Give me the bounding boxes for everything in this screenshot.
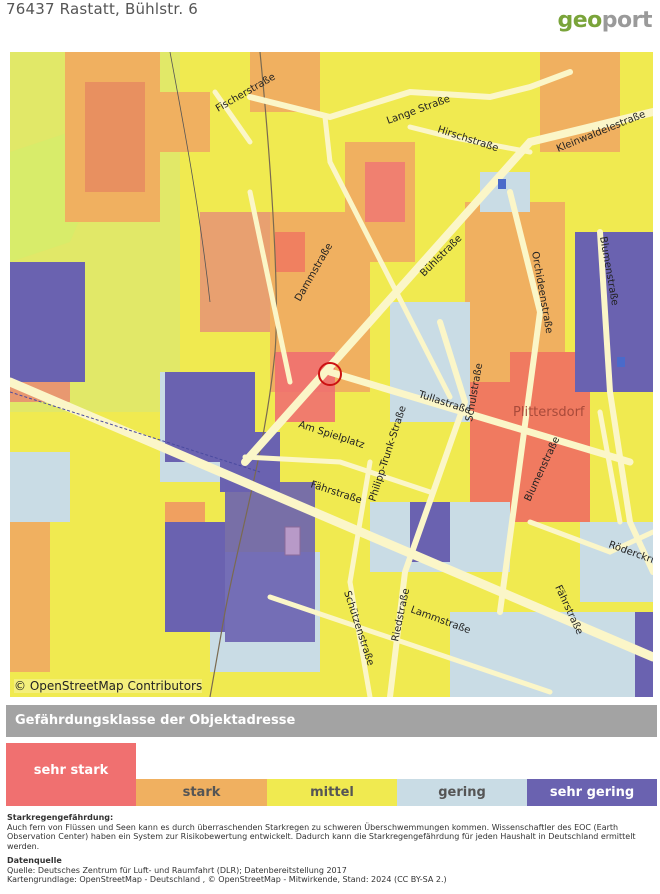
place-label-plittersdorf: Plittersdorf <box>513 405 585 420</box>
osm-credit: © OpenStreetMap Contributors <box>14 679 203 693</box>
legend-bar: sehr stark stark mittel gering sehr geri… <box>6 743 657 806</box>
logo-part-port: port <box>601 8 653 33</box>
address-marker <box>318 362 342 386</box>
legend-cell-gering: gering <box>397 779 527 806</box>
footer-heading-source: Datenquelle <box>7 856 62 865</box>
legend-title: Gefährdungsklasse der Objektadresse <box>6 705 657 737</box>
legend-cell-sehr-stark: sehr stark <box>6 743 136 806</box>
footer-basemap: Kartengrundlage: OpenStreetMap - Deutsch… <box>7 875 447 884</box>
footer-source: Quelle: Deutsches Zentrum für Luft- und … <box>7 865 347 875</box>
logo-part-geo: geo <box>557 8 602 33</box>
geoport-logo: geoport <box>557 8 652 33</box>
hazard-map[interactable]: Fischerstraße Lange Straße Hirschstraße … <box>10 52 653 697</box>
legend-cell-sehr-gering: sehr gering <box>527 779 657 806</box>
footer-info: Starkregengefährdung: Auch fern von Flüs… <box>7 813 652 885</box>
legend-cell-stark: stark <box>136 779 267 806</box>
map-canvas: Fischerstraße Lange Straße Hirschstraße … <box>10 52 653 697</box>
footer-hazard-text: Auch fern von Flüssen und Seen kann es d… <box>7 822 636 851</box>
address-title: 76437 Rastatt, Bühlstr. 6 <box>6 0 198 18</box>
legend-cell-mittel: mittel <box>267 779 397 806</box>
footer-heading-hazard: Starkregengefährdung: <box>7 813 114 822</box>
